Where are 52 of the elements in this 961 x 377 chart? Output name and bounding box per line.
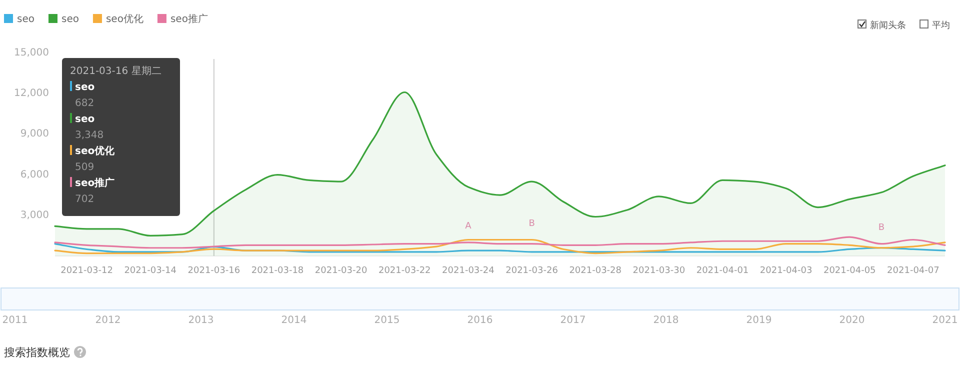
line-series (54, 243, 946, 253)
text: 平均 (932, 20, 950, 31)
x2-tick-label: 2017 (560, 315, 586, 326)
annotation: B (878, 222, 885, 233)
legend-label: seo推广 (170, 13, 208, 25)
x-tick-label: 2021-03-18 (251, 266, 304, 276)
y-tick-label: 12,000 (14, 88, 49, 100)
y-tick-label: 15,000 (14, 48, 49, 58)
legend-label: seo优化 (106, 13, 144, 25)
annotation: seo优化 (75, 145, 116, 157)
x2-tick-label: 2015 (374, 315, 400, 326)
legend-label: seo (61, 14, 79, 25)
x-tick-label: 2021-03-24 (442, 266, 495, 276)
x-tick-label: 2021-03-12 (60, 266, 113, 276)
x-tick-label: 2021-03-28 (569, 266, 622, 276)
annotation: 509 (75, 162, 94, 173)
x2-tick-label: 2012 (95, 315, 121, 326)
x-tick-label: 2021-03-14 (124, 266, 177, 276)
x2-tick-label: 2014 (281, 315, 307, 326)
x-tick-label: 2021-03-20 (314, 266, 368, 276)
x-tick-label: 2021-04-05 (823, 266, 876, 276)
x2-tick-label: 2013 (188, 315, 214, 326)
x-tick-label: 2021-04-01 (696, 266, 749, 276)
annotation: 3,348 (75, 130, 104, 141)
annotation: 702 (75, 194, 94, 205)
y-tick-label: 9,000 (20, 128, 49, 140)
x-tick-label: 2021-04-03 (760, 266, 812, 276)
x-tick-label: 2021-03-16 (188, 266, 240, 276)
x-tick-label: 2021-04-07 (887, 266, 940, 276)
annotation: 682 (75, 98, 94, 109)
x-tick-label: 2021-03-22 (378, 266, 431, 276)
x-tick-label: 2021-03-26 (506, 266, 558, 276)
annotation: seo推广 (75, 177, 115, 189)
annotation: seo (75, 114, 95, 125)
y-tick-label: 6,000 (20, 169, 49, 180)
text: 搜索指数概览 (4, 346, 70, 359)
x2-tick-label: 2020 (839, 315, 865, 326)
x2-tick-label: 2011 (2, 315, 28, 326)
annotation: A (465, 221, 472, 232)
line-series (54, 236, 946, 249)
x2-tick-label: 2016 (467, 315, 493, 326)
x-tick-label: 2021-03-30 (632, 266, 686, 276)
x2-tick-label: 2018 (653, 315, 679, 326)
text: 新闻头条 (870, 20, 906, 31)
x2-tick-label: 2019 (746, 315, 772, 326)
x2-tick-label: 2021 (932, 315, 958, 326)
line-series (54, 238, 946, 254)
y-tick-label: 3,000 (20, 210, 49, 221)
annotation: 2021-03-16 星期二 (70, 65, 162, 77)
legend-label: seo (17, 14, 34, 25)
annotation: B (528, 218, 535, 229)
annotation: seo (75, 82, 95, 93)
